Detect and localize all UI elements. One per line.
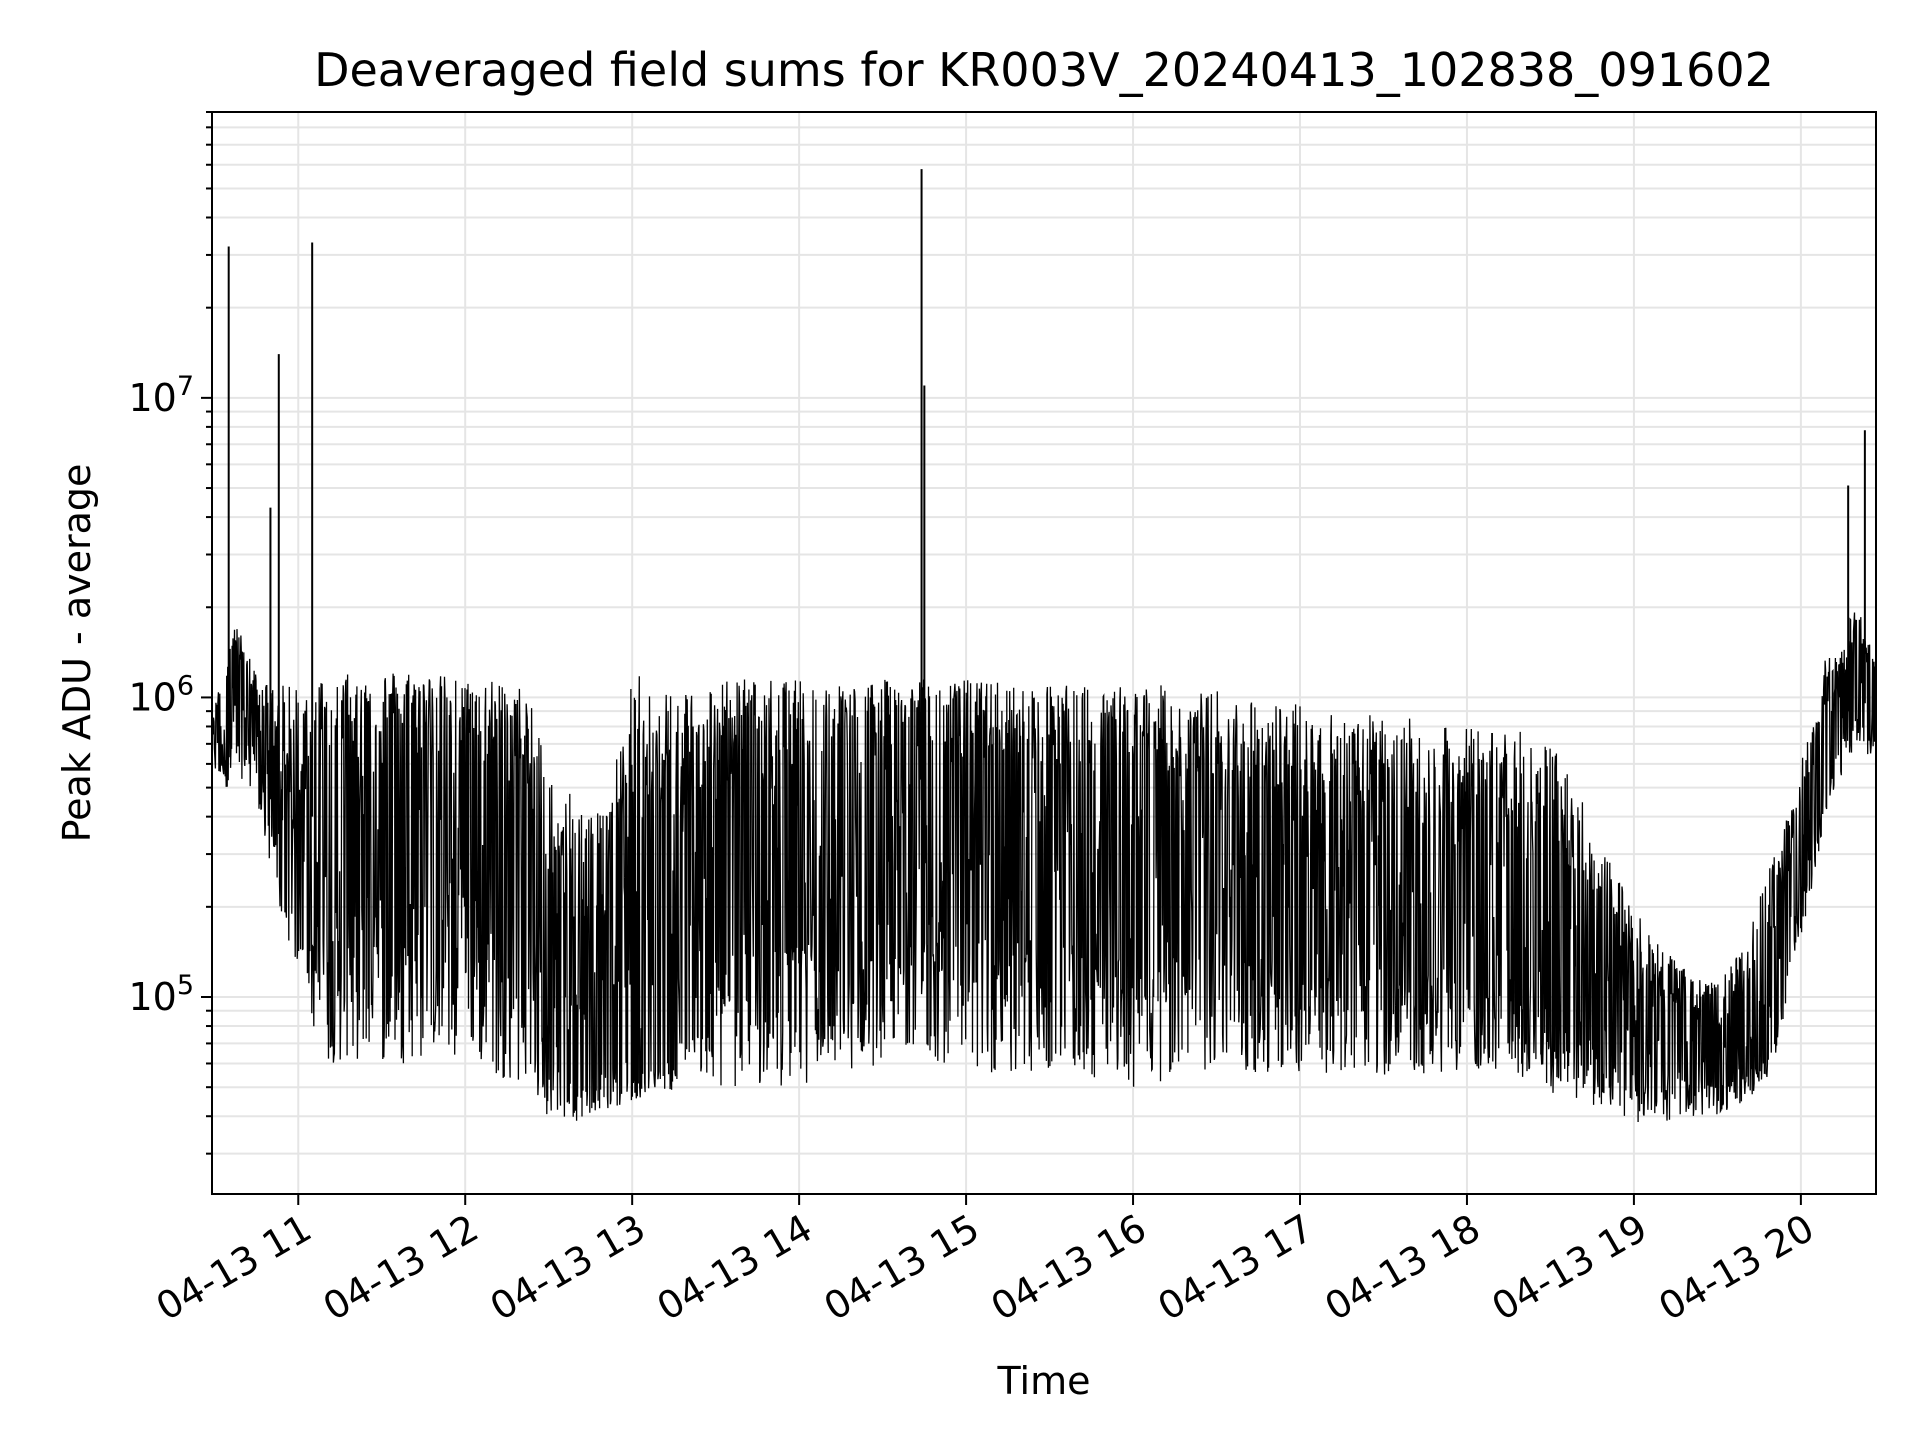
series-line [211, 612, 1877, 1123]
data-area [211, 169, 1877, 1123]
y-tick-label: 107 [128, 371, 194, 420]
chart-title: Deaveraged field sums for KR003V_2024041… [314, 43, 1774, 97]
plot-frame [211, 111, 1877, 1195]
y-axis-label: Peak ADU - average [55, 464, 99, 843]
y-tick-label: 106 [128, 670, 194, 719]
y-tick-label: 105 [128, 970, 194, 1019]
x-axis-label: Time [997, 1359, 1091, 1403]
